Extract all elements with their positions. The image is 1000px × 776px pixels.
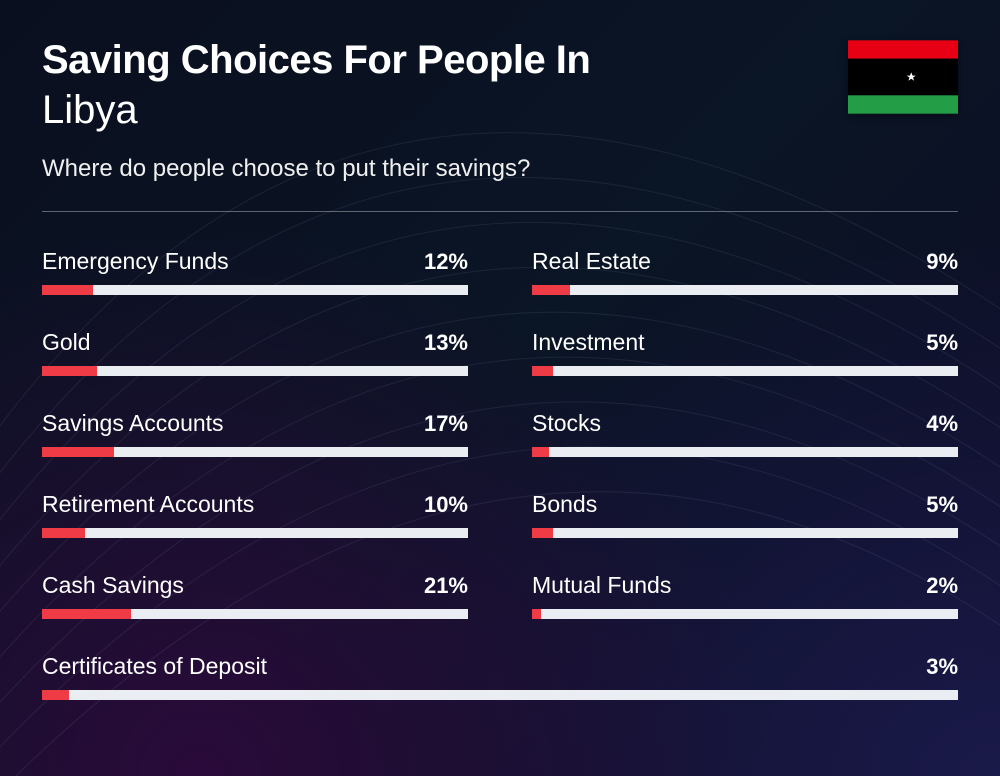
bar-item: Stocks 4% <box>532 410 958 457</box>
bar-track <box>42 690 958 700</box>
bar-value: 10% <box>424 492 468 518</box>
bar-label: Certificates of Deposit <box>42 653 267 680</box>
bar-label: Stocks <box>532 410 601 437</box>
bar-label: Bonds <box>532 491 597 518</box>
bar-label: Cash Savings <box>42 572 184 599</box>
bar-value: 4% <box>926 411 958 437</box>
bar-item: Investment 5% <box>532 329 958 376</box>
bar-item: Retirement Accounts 10% <box>42 491 468 538</box>
bar-item-head: Investment 5% <box>532 329 958 356</box>
bar-fill <box>532 366 553 376</box>
bar-track <box>42 528 468 538</box>
bar-item: Mutual Funds 2% <box>532 572 958 619</box>
bar-item: Certificates of Deposit 3% <box>42 653 958 700</box>
title-main: Saving Choices For People In <box>42 38 958 82</box>
bar-track <box>42 447 468 457</box>
bar-fill <box>532 528 553 538</box>
bar-value: 2% <box>926 573 958 599</box>
bar-value: 13% <box>424 330 468 356</box>
libya-flag-icon <box>848 40 958 114</box>
bar-track <box>42 285 468 295</box>
title-country: Libya <box>42 88 958 133</box>
bars-grid: Emergency Funds 12% Real Estate 9% Gold 13% In… <box>42 248 958 700</box>
bar-label: Gold <box>42 329 91 356</box>
bar-item-head: Savings Accounts 17% <box>42 410 468 437</box>
flag-stripe-bottom <box>848 95 958 113</box>
bar-item: Savings Accounts 17% <box>42 410 468 457</box>
bar-value: 17% <box>424 411 468 437</box>
bar-track <box>532 366 958 376</box>
bar-item-head: Bonds 5% <box>532 491 958 518</box>
bar-fill <box>42 528 85 538</box>
subtitle: Where do people choose to put their savi… <box>42 155 958 183</box>
bar-item: Bonds 5% <box>532 491 958 538</box>
flag-stripe-middle <box>848 59 958 96</box>
bar-fill <box>42 690 69 700</box>
bar-item: Gold 13% <box>42 329 468 376</box>
bar-fill <box>42 285 93 295</box>
bar-item-head: Mutual Funds 2% <box>532 572 958 599</box>
header: Saving Choices For People In Libya Where… <box>42 38 958 183</box>
flag-stripe-top <box>848 40 958 58</box>
bar-item-head: Retirement Accounts 10% <box>42 491 468 518</box>
bar-track <box>532 447 958 457</box>
bar-value: 12% <box>424 249 468 275</box>
bar-fill <box>42 366 97 376</box>
bar-item-head: Emergency Funds 12% <box>42 248 468 275</box>
bar-value: 5% <box>926 330 958 356</box>
bar-label: Savings Accounts <box>42 410 224 437</box>
bar-value: 9% <box>926 249 958 275</box>
bar-label: Investment <box>532 329 645 356</box>
bar-fill <box>42 609 131 619</box>
bar-item: Real Estate 9% <box>532 248 958 295</box>
bar-item-head: Cash Savings 21% <box>42 572 468 599</box>
bar-item: Emergency Funds 12% <box>42 248 468 295</box>
bar-item: Cash Savings 21% <box>42 572 468 619</box>
bar-track <box>532 285 958 295</box>
bar-label: Mutual Funds <box>532 572 671 599</box>
bar-label: Emergency Funds <box>42 248 229 275</box>
bar-item-head: Real Estate 9% <box>532 248 958 275</box>
bar-fill <box>532 447 549 457</box>
bar-fill <box>532 609 541 619</box>
bar-fill <box>532 285 570 295</box>
bar-track <box>532 528 958 538</box>
bar-track <box>42 609 468 619</box>
bar-track <box>532 609 958 619</box>
bar-item-head: Stocks 4% <box>532 410 958 437</box>
bar-label: Real Estate <box>532 248 651 275</box>
bar-track <box>42 366 468 376</box>
bar-item-head: Certificates of Deposit 3% <box>42 653 958 680</box>
bar-value: 5% <box>926 492 958 518</box>
bar-value: 3% <box>926 654 958 680</box>
divider <box>42 211 958 212</box>
bar-value: 21% <box>424 573 468 599</box>
bar-fill <box>42 447 114 457</box>
bar-label: Retirement Accounts <box>42 491 254 518</box>
bar-item-head: Gold 13% <box>42 329 468 356</box>
